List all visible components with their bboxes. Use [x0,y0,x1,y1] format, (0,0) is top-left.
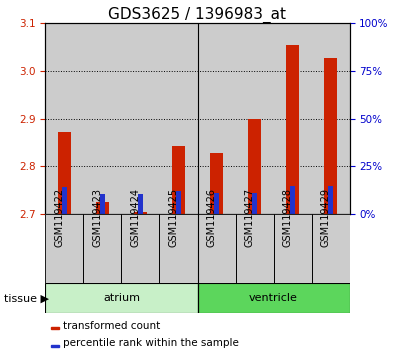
Bar [45,283,198,313]
Bar [252,193,257,214]
Bar [51,327,59,329]
Bar [235,214,274,283]
Bar [273,214,312,283]
Bar [235,23,273,214]
Text: GDS3625 / 1396983_at: GDS3625 / 1396983_at [109,7,286,23]
Bar [312,23,350,214]
Bar [45,214,83,283]
Bar [160,23,198,214]
Bar [172,146,184,214]
Bar [328,187,333,214]
Text: percentile rank within the sample: percentile rank within the sample [63,338,239,348]
Bar [176,191,181,214]
Bar [100,194,105,214]
Bar [286,45,299,214]
Bar [198,214,235,283]
Text: GSM119424: GSM119424 [130,188,141,247]
Bar [214,193,219,214]
Text: transformed count: transformed count [63,320,160,331]
Text: GSM119426: GSM119426 [207,188,216,247]
Bar [273,214,312,283]
Text: GSM119425: GSM119425 [169,188,179,247]
Bar [122,214,160,283]
Bar [138,194,143,214]
Text: GSM119423: GSM119423 [92,188,102,247]
Text: GSM119428: GSM119428 [282,188,293,247]
Bar [45,283,198,313]
Bar [198,23,235,214]
Text: atrium: atrium [103,293,140,303]
Text: tissue ▶: tissue ▶ [4,293,49,303]
Text: GSM119422: GSM119422 [55,188,64,247]
Bar [58,132,71,214]
Text: ventricle: ventricle [249,293,298,303]
Bar [312,214,350,283]
Bar [122,214,160,283]
Bar [198,283,350,313]
Bar [45,23,83,214]
Bar [96,202,109,214]
Bar [62,187,67,214]
Bar [160,214,198,283]
Bar [211,153,223,214]
Bar [324,58,337,214]
Bar [248,119,261,214]
Bar [83,214,122,283]
Bar [198,214,235,283]
Bar [235,214,274,283]
Bar [273,23,312,214]
Bar [290,187,295,214]
Bar [134,212,147,214]
Bar [51,345,59,347]
Bar [198,283,350,313]
Bar [160,214,198,283]
Bar [83,214,122,283]
Bar [122,23,160,214]
Text: GSM119429: GSM119429 [321,188,331,247]
Bar [312,214,350,283]
Text: GSM119427: GSM119427 [245,188,254,247]
Bar [45,214,83,283]
Bar [83,23,121,214]
